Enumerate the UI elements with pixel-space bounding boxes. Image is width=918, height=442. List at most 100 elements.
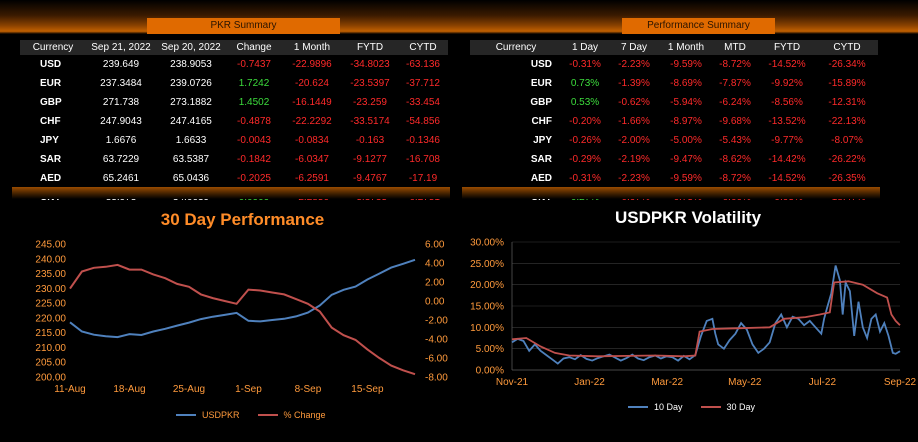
pkr-value-cell: 65.0436 (172, 173, 210, 184)
y-left-tick-label: 240.00 (35, 254, 66, 265)
pkr-header-currency: Currency (20, 40, 86, 55)
perf-currency-cell: JPY (533, 135, 552, 146)
perf-value-cell: -8.07% (831, 135, 863, 146)
perf-header-1-month: 1 Month (660, 40, 712, 55)
x-tick-label: Mar-22 (651, 377, 683, 388)
pkr-value-cell: -16.1449 (292, 97, 332, 108)
perf-value-cell: -14.52% (768, 173, 806, 184)
perf-value-cell: -7.87% (719, 78, 751, 89)
series-line--change (69, 263, 416, 376)
pkr-value-cell: -22.2292 (292, 116, 332, 127)
perf-currency-cell: CHF (531, 116, 552, 127)
pkr-value-cell: 238.9053 (170, 59, 212, 70)
perf-value-cell: -8.69% (670, 78, 702, 89)
perf-value-cell: 0.53% (570, 97, 600, 108)
y-right-tick-label: 6.00 (425, 240, 445, 251)
volatility-chart: 30.00% 25.00% 20.00% 15.00% 10.00% 5.00% 0.00%… (470, 238, 916, 389)
pkr-currency-cell: USD (40, 59, 62, 70)
perf-row-chf: CHF -0.20% -1.66% -8.97% -9.68% -13.52% -22.13… (470, 112, 878, 131)
pkr-value-cell: 1.6676 (105, 135, 137, 146)
legend-10-day-swatch (628, 406, 648, 408)
pkr-header-sep-21-2022: Sep 21, 2022 (86, 40, 156, 55)
pkr-value-cell: 63.7229 (102, 154, 140, 165)
x-tick-label: 1-Sep (235, 384, 262, 395)
perf-row-aed: AED -0.31% -2.23% -9.59% -8.72% -14.52% -26.35… (470, 169, 878, 188)
legend-pct-change-label: % Change (283, 410, 326, 420)
perf-header-fytd: FYTD (758, 40, 816, 55)
pkr-value-cell: 1.7242 (238, 78, 270, 89)
series-line-10-day (511, 265, 901, 365)
perf-value-cell: -9.92% (771, 78, 803, 89)
perf-value-cell: -14.42% (768, 154, 806, 165)
legend-30-day-swatch (700, 406, 721, 408)
perf-row-usd: USD -0.31% -2.23% -9.59% -8.72% -14.52% -26.34… (470, 55, 878, 74)
series-line-30-day (511, 280, 901, 358)
x-tick-label: Jan-22 (574, 377, 605, 388)
performance-legend: USDPKR % Change (176, 410, 326, 420)
y-right-tick-label: -4.00 (425, 335, 448, 346)
performance-chart: 245.00 240.00 235.00 230.00 225.00 220.00 215.… (35, 240, 448, 396)
pkr-summary-table: Currency Sep 21, 2022 Sep 20, 2022 Change 1 … (20, 40, 448, 207)
pkr-value-cell: -63.136 (406, 59, 440, 70)
pkr-value-cell: -0.4878 (237, 116, 271, 127)
pkr-value-cell: 273.1882 (170, 97, 212, 108)
perf-currency-cell: EUR (530, 78, 552, 89)
perf-value-cell: -5.94% (670, 97, 702, 108)
x-tick-label: Jul-22 (809, 377, 837, 388)
perf-value-cell: -0.20% (569, 116, 601, 127)
perf-value-cell: -0.62% (618, 97, 650, 108)
pkr-value-cell: -0.0834 (295, 135, 329, 146)
perf-header-currency: Currency (470, 40, 562, 55)
y-left-tick-label: 225.00 (35, 299, 66, 310)
perf-value-cell: -9.47% (670, 154, 702, 165)
perf-value-cell: -8.72% (719, 173, 751, 184)
perf-header-7-day: 7 Day (608, 40, 660, 55)
pkr-value-cell: 239.649 (102, 59, 140, 70)
x-tick-label: May-22 (728, 377, 762, 388)
pkr-row-jpy: JPY 1.6676 1.6633 -0.0043 -0.0834 -0.163 -0.13… (20, 131, 448, 150)
y-tick-label: 15.00% (470, 302, 504, 313)
performance-summary-title: Performance Summary (622, 18, 775, 34)
pkr-row-usd: USD 239.649 238.9053 -0.7437 -22.9896 -34.802… (20, 55, 448, 74)
y-tick-label: 0.00% (476, 366, 504, 377)
pkr-value-cell: -33.454 (406, 97, 440, 108)
y-tick-label: 20.00% (470, 280, 504, 291)
perf-value-cell: -8.56% (771, 97, 803, 108)
perf-header-1-day: 1 Day (562, 40, 608, 55)
pkr-value-cell: -0.7437 (237, 59, 271, 70)
perf-value-cell: -9.59% (670, 59, 702, 70)
perf-row-eur: EUR 0.73% -1.39% -8.69% -7.87% -9.92% -15.89% (470, 74, 878, 93)
perf-header-cytd: CYTD (816, 40, 878, 55)
pkr-summary-title: PKR Summary (147, 18, 340, 34)
y-left-tick-label: 210.00 (35, 343, 66, 354)
pkr-value-cell: -16.708 (406, 154, 440, 165)
perf-row-jpy: JPY -0.26% -2.00% -5.00% -5.43% -9.77% -8.07% (470, 131, 878, 150)
y-left-tick-label: 205.00 (35, 358, 66, 369)
perf-header-mtd: MTD (712, 40, 758, 55)
performance-summary-table: Currency 1 Day 7 Day 1 Month MTD FYTD CYTD USD… (470, 40, 878, 207)
legend-10-day: 10 Day (628, 402, 683, 412)
y-right-tick-label: -6.00 (425, 354, 448, 365)
legend-pct-change-swatch (257, 414, 278, 416)
pkr-value-cell: 239.0726 (170, 78, 212, 89)
perf-value-cell: -2.23% (618, 173, 650, 184)
pkr-row-sar: SAR 63.7229 63.5387 -0.1842 -6.0347 -9.1277 -1… (20, 150, 448, 169)
pkr-value-cell: -0.1842 (237, 154, 271, 165)
pkr-row-gbp: GBP 271.738 273.1882 1.4502 -16.1449 -23.259 -… (20, 93, 448, 112)
y-left-tick-label: 220.00 (35, 313, 66, 324)
y-tick-label: 10.00% (470, 323, 504, 334)
y-left-tick-label: 215.00 (35, 328, 66, 339)
y-right-tick-label: 0.00 (425, 297, 445, 308)
pkr-value-cell: -6.2591 (295, 173, 329, 184)
legend-usdpkr: USDPKR (176, 410, 240, 420)
y-tick-label: 5.00% (476, 344, 504, 355)
perf-value-cell: -2.23% (618, 59, 650, 70)
x-tick-label: Nov-21 (496, 377, 529, 388)
pkr-currency-cell: CHF (40, 116, 61, 127)
x-tick-label: 15-Sep (351, 384, 384, 395)
x-tick-label: 25-Aug (173, 384, 205, 395)
perf-value-cell: -0.31% (569, 59, 601, 70)
pkr-value-cell: 1.6633 (175, 135, 207, 146)
perf-value-cell: -8.97% (670, 116, 702, 127)
perf-value-cell: -1.39% (618, 78, 650, 89)
